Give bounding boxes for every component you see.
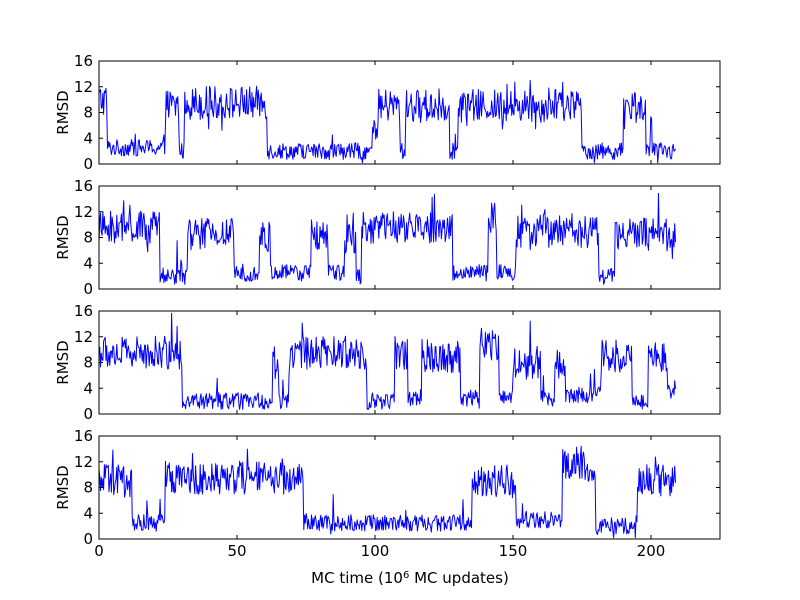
y-tick-label: 4: [83, 254, 93, 272]
x-tick-label: 50: [227, 542, 246, 560]
y-tick-label: 0: [83, 280, 93, 298]
series-line-panel-4: [98, 445, 676, 539]
y-tick-label: 12: [74, 203, 93, 221]
panel-4: 0 4 8 12 16 RMSD 0 50 100 150 200: [54, 427, 721, 560]
y-tick-label: 0: [83, 405, 93, 423]
y-axis-label-panel-4: RMSD: [54, 465, 72, 509]
y-tick-label: 4: [83, 379, 93, 397]
axes-frame-panel-4: [98, 435, 721, 540]
x-tick-label: 0: [94, 542, 104, 560]
x-tick-label: 200: [637, 542, 666, 560]
y-tick-label: 12: [74, 453, 93, 471]
y-tick-label: 16: [74, 302, 93, 320]
y-axis-label-panel-3: RMSD: [54, 340, 72, 384]
panel-3: 0 4 8 12 16 RMSD: [54, 302, 721, 423]
y-axis-label-panel-2: RMSD: [54, 215, 72, 259]
x-tick-label: 150: [499, 542, 528, 560]
y-tick-label: 8: [83, 479, 93, 497]
series-line-panel-2: [98, 192, 676, 285]
y-tick-label: 8: [83, 104, 93, 122]
y-tick-label: 0: [83, 155, 93, 173]
y-tick-label: 8: [83, 229, 93, 247]
y-tick-label: 16: [74, 52, 93, 70]
y-tick-label: 8: [83, 354, 93, 372]
y-tick-label: 12: [74, 78, 93, 96]
y-tick-label: 0: [83, 530, 93, 548]
series-line-panel-1: [98, 79, 676, 164]
y-tick-label: 16: [74, 427, 93, 445]
x-axis-label: MC time (106 MC updates): [311, 569, 509, 587]
y-tick-label: 4: [83, 504, 93, 522]
y-tick-label: 16: [74, 177, 93, 195]
y-tick-label: 4: [83, 129, 93, 147]
panel-1: 0 4 8 12 16 RMSD: [54, 52, 721, 173]
x-tick-label: 100: [361, 542, 390, 560]
panel-2: 0 4 8 12 16 RMSD: [54, 177, 721, 298]
chart-panels: 0 4 8 12 16 RMSD 0 4 8 12 16 RMSD 0 4 8 12 16 RMSD 0 4 8 12 16…: [54, 52, 721, 560]
axes-frame-panel-3: [98, 310, 721, 415]
y-axis-label-panel-1: RMSD: [54, 90, 72, 134]
series-line-panel-3: [98, 312, 676, 410]
y-tick-label: 12: [74, 328, 93, 346]
